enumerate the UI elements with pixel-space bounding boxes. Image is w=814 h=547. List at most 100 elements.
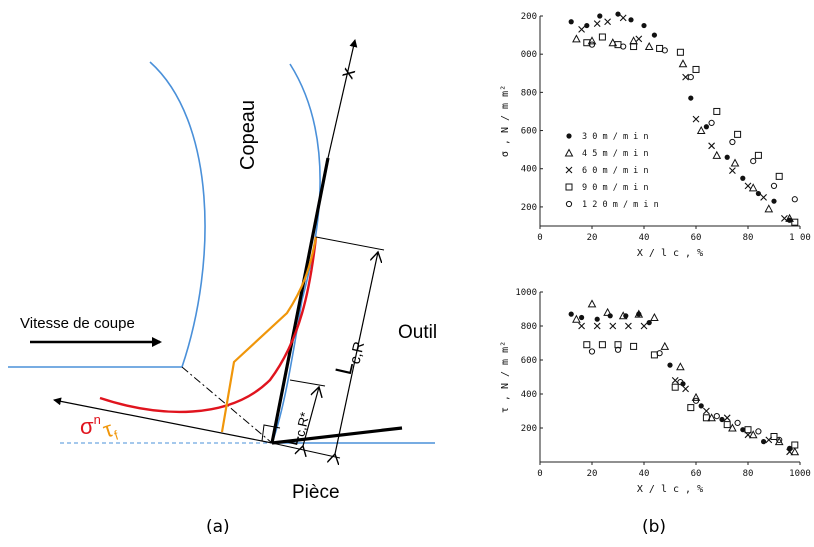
tau-f-curve [220,236,318,433]
data-point-triangle [678,59,688,68]
data-point-square [791,218,799,226]
data-point-cross [640,322,648,330]
data-point-circle [770,182,778,190]
data-point-circle [692,397,700,404]
data-point-square [692,65,700,73]
data-point-square [650,351,658,359]
data-point-triangle [660,341,670,350]
data-point-circle [776,436,783,443]
y-tick-label: 200 [521,12,537,22]
lcr-subscript: c,R [346,340,368,366]
data-point-triangle [785,213,794,222]
data-point-dot [594,316,600,322]
data-point-circle [588,41,596,48]
svg-text:Lc,R*: Lc,R* [281,409,312,449]
x-tick-label: 0 [537,233,542,243]
data-point-triangle [691,392,701,401]
y-tick-label: 600 [521,356,537,366]
legend-label: 1 2 0 m / m i n [582,200,659,210]
data-point-square [775,172,783,180]
sigma-n-curve [99,236,318,414]
data-point-cross [671,377,679,384]
data-point-cross [729,167,736,175]
data-point-cross [593,20,601,28]
legend-marker-square [565,183,573,191]
x-tick-label: 0 [537,469,542,479]
svg-text:Lc,R: Lc,R [330,337,368,379]
y-tick-label: 200 [521,424,537,434]
data-point-dot [568,19,574,25]
caption-a: (a) [206,517,230,537]
x-tick-label: 80 [743,233,754,243]
data-point-circle [620,43,627,50]
data-point-circle [677,379,684,386]
data-point-cross [578,25,585,33]
shear-plane-line [181,366,273,444]
data-point-triangle [696,125,706,135]
tool-label: Outil [398,322,437,343]
data-point-triangle [572,314,581,323]
right-angle-marker [261,424,281,442]
data-point-dot [740,175,746,181]
x-tick-label: 40 [639,233,650,243]
data-point-dot [667,362,673,368]
tau-chart: 0 20 40 60 80 1000 200 400 600 800 1000 X / l c , %… [500,288,811,495]
data-point-square [702,414,710,422]
data-point-circle [588,348,596,355]
data-point-square [723,421,731,429]
data-point-square [770,433,778,440]
data-point-square [614,341,622,349]
legend-marker-triangle [564,148,574,157]
chart-legend: 3 0 m / m i n 4 5 m / m i n 6 0 m / m i n 9… [564,132,659,210]
data-point-cross [604,18,611,26]
lcrstar-extension [289,379,326,387]
data-point-circle [755,428,762,435]
data-point-cross [744,182,752,190]
data-point-cross [692,115,700,123]
data-point-cross [635,35,643,43]
data-point-square [630,43,638,51]
data-point-cross [625,322,632,330]
data-point-triangle [790,447,800,456]
data-point-cross [609,322,617,330]
data-point-dot [579,314,585,321]
lcrstar-label: Lc,R* [281,409,312,449]
data-point-dot [646,320,652,326]
data-point-triangle [572,34,581,43]
data-point-triangle [644,41,654,51]
sigma-chart: 0 20 40 60 80 1 00 200 400 600 800 000 200 X / l c ,… [500,11,811,259]
legend-label: 9 0 m / m i n [582,183,649,193]
chip-label: Copeau [237,100,259,170]
data-point-dot [724,154,730,160]
tau-f-label: τf [100,415,121,446]
data-point-cross [578,322,585,330]
y-tick-label: 1000 [515,288,537,298]
data-point-circle [661,47,668,54]
data-point-triangle [634,309,644,318]
cutting-diagram: x Copeau Vitesse de coupe Outil Pièce Lc… [8,39,437,537]
lcrstar-main: L [281,433,304,448]
x-axis-label: x [336,65,360,82]
y-axis-label: σ , N / m m² [500,85,511,157]
data-point-dot [628,17,634,23]
data-point-square [630,342,638,350]
data-point-square [734,130,742,138]
data-point-square [598,341,606,349]
data-point-dot [584,22,590,29]
data-point-triangle [764,204,774,213]
chip-outer-contour [8,61,206,368]
data-point-square [791,441,799,449]
lcr-label: Lc,R [330,337,368,379]
data-point-circle [614,346,622,353]
data-point-circle [656,350,663,357]
caption-b: (b) [642,517,666,537]
data-point-dot [761,439,767,445]
data-point-triangle [629,36,638,45]
x-tick-label: 40 [639,469,650,479]
data-point-dot [641,22,647,29]
data-point-triangle [748,183,758,192]
legend-label: 3 0 m / m i n [582,132,649,142]
data-point-dot [688,95,694,101]
data-point-circle [713,413,720,420]
data-point-square [671,383,679,391]
